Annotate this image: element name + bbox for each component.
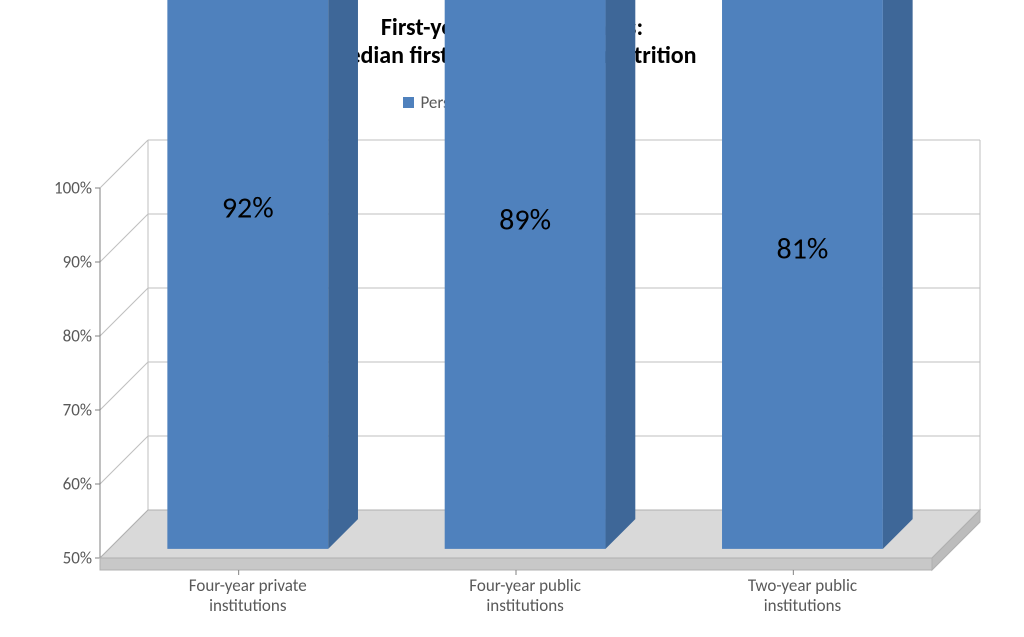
y-tick-label: 90%: [63, 252, 100, 273]
bar-side: [328, 0, 358, 549]
data-label: 92%: [222, 190, 274, 227]
bar-side: [606, 0, 636, 549]
plot-area: 50%60%70%80%90%100%92%8%Four-year privat…: [100, 140, 980, 570]
y-tick-label: 80%: [63, 326, 100, 347]
y-tick-label: 60%: [63, 474, 100, 495]
y-tick-label: 100%: [54, 178, 100, 199]
y-tick-label: 70%: [63, 400, 100, 421]
bar-front: [167, 0, 328, 549]
bar-front: [445, 0, 606, 549]
x-category-label: Four-year privateinstitutions: [116, 570, 379, 617]
bar-side: [883, 0, 913, 549]
legend-swatch-persisters: [403, 97, 414, 108]
bar-front: [722, 0, 883, 549]
chart-root: First-year undergraduates: Median first-…: [0, 0, 1024, 637]
y-tick-label: 50%: [63, 548, 100, 569]
data-label: 81%: [777, 231, 829, 268]
data-label: 89%: [499, 201, 551, 238]
x-category-label: Two-year publicinstitutions: [671, 570, 934, 617]
x-category-label: Four-year publicinstitutions: [393, 570, 656, 617]
